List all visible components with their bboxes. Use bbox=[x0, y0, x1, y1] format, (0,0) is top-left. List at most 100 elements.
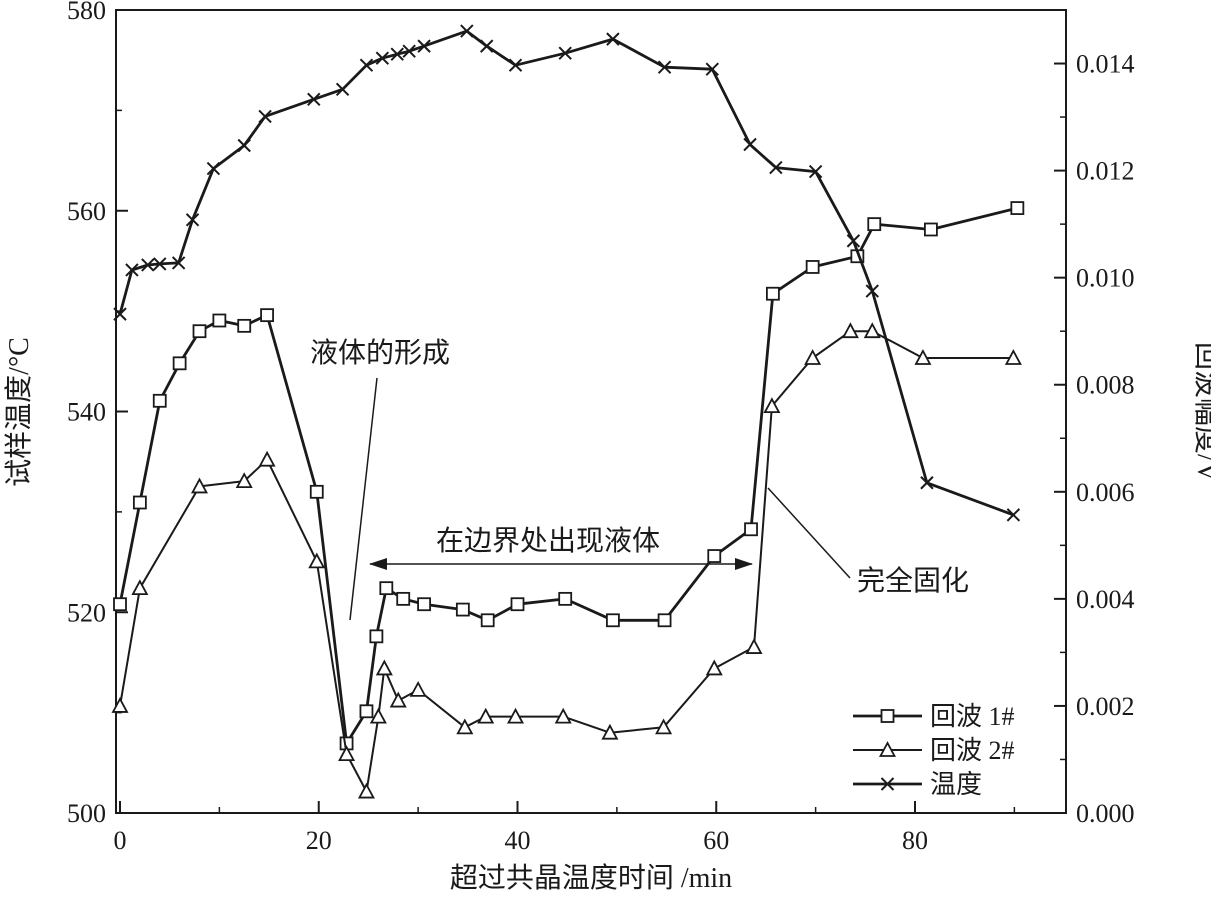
annotation-liquid-formation-text: 液体的形成 bbox=[310, 337, 450, 369]
data-point-echo-2 bbox=[456, 718, 474, 735]
annotation-liquid-formation: 液体的形成 bbox=[310, 337, 450, 621]
data-point-echo-1 bbox=[152, 393, 167, 408]
right-tick-label: 0.010 bbox=[1076, 264, 1135, 293]
data-point-temperature bbox=[460, 24, 474, 38]
data-point-echo-1 bbox=[113, 597, 127, 612]
data-point-temperature bbox=[1006, 508, 1021, 522]
left-tick-label: 580 bbox=[67, 0, 106, 25]
data-point-echo-1 bbox=[309, 484, 324, 499]
data-point-temperature bbox=[508, 58, 523, 72]
axis-tick-labels: 0 20 40 60 80 500 520 540 560 580 0.000 0.002 0.004 0… bbox=[67, 0, 1135, 855]
data-point-echo-1 bbox=[1010, 201, 1025, 215]
data-point-echo-2 bbox=[601, 723, 619, 740]
data-point-echo-1 bbox=[510, 597, 525, 612]
data-point-echo-1 bbox=[455, 602, 470, 617]
data-point-temperature bbox=[769, 160, 783, 175]
data-point-echo-1 bbox=[359, 704, 374, 719]
data-point-echo-2 bbox=[705, 659, 723, 676]
series-line-echo-1 bbox=[118, 206, 1018, 745]
legend-label: 温度 bbox=[930, 770, 982, 799]
data-point-echo-1 bbox=[192, 324, 207, 339]
left-tick-label: 500 bbox=[67, 799, 106, 828]
data-point-temperature bbox=[237, 138, 251, 153]
data-point-echo-1 bbox=[396, 591, 411, 606]
data-point-echo-1 bbox=[744, 522, 758, 537]
data-point-temperature bbox=[141, 258, 155, 272]
data-point-echo-2 bbox=[308, 552, 326, 569]
data-point-echo-1 bbox=[558, 591, 573, 606]
data-point-temperature bbox=[920, 476, 934, 490]
data-point-echo-2 bbox=[804, 349, 822, 365]
series-echo-1 bbox=[113, 201, 1025, 751]
data-point-echo-2 bbox=[357, 782, 375, 799]
data-point-temperature bbox=[185, 213, 200, 227]
legend-marker-temperature bbox=[880, 777, 895, 791]
data-point-echo-1 bbox=[260, 308, 274, 323]
data-point-echo-1 bbox=[805, 260, 820, 274]
data-point-echo-2 bbox=[111, 697, 129, 713]
data-point-echo-1 bbox=[212, 313, 227, 328]
right-tick-label: 0.006 bbox=[1076, 478, 1135, 507]
legend-item-echo-1: 回波 1# bbox=[853, 702, 1015, 731]
legend-label: 回波 1# bbox=[930, 702, 1015, 731]
data-point-echo-2 bbox=[338, 745, 356, 762]
data-point-temperature bbox=[258, 109, 272, 124]
data-point-temperature bbox=[417, 39, 431, 53]
data-point-echo-2 bbox=[131, 579, 149, 596]
series-echo-2 bbox=[111, 322, 1022, 799]
data-point-temperature bbox=[743, 137, 757, 152]
data-point-temperature bbox=[359, 58, 374, 72]
data-point-echo-1 bbox=[867, 217, 882, 232]
annotation-full-solidification-text: 完全固化 bbox=[857, 565, 969, 597]
right-tick-label: 0.004 bbox=[1076, 585, 1135, 614]
series-line-temperature bbox=[118, 29, 1014, 517]
plot-frame bbox=[115, 9, 1067, 814]
legend: 回波 1# 回波 2# 温度 bbox=[853, 702, 1015, 799]
data-point-echo-1 bbox=[237, 318, 252, 333]
data-point-echo-2 bbox=[235, 472, 253, 488]
data-point-echo-2 bbox=[863, 322, 881, 339]
data-point-echo-2 bbox=[389, 691, 407, 708]
x-tick-label: 20 bbox=[306, 826, 332, 855]
data-point-temperature bbox=[125, 263, 139, 277]
x-tick-label: 40 bbox=[505, 826, 531, 855]
series-line-echo-2 bbox=[119, 330, 1014, 793]
right-tick-label: 0.002 bbox=[1076, 692, 1135, 721]
data-point-temperature bbox=[808, 164, 823, 179]
data-point-temperature bbox=[171, 256, 186, 270]
data-point-temperature bbox=[375, 51, 390, 65]
left-tick-label: 520 bbox=[67, 598, 106, 627]
data-point-echo-2 bbox=[369, 707, 387, 724]
data-point-echo-1 bbox=[657, 613, 672, 628]
data-point-echo-2 bbox=[763, 397, 781, 414]
data-point-echo-2 bbox=[375, 659, 393, 676]
data-point-echo-2 bbox=[1004, 349, 1022, 365]
data-point-echo-1 bbox=[417, 597, 431, 612]
x-axis-title: 超过共晶温度时间 /min bbox=[450, 862, 732, 894]
data-point-echo-1 bbox=[379, 581, 394, 596]
right-tick-label: 0.000 bbox=[1076, 799, 1135, 828]
data-point-echo-2 bbox=[258, 450, 276, 467]
data-point-echo-2 bbox=[477, 707, 495, 724]
annotation-boundary-liquid-text: 在边界处出现液体 bbox=[436, 525, 660, 557]
x-tick-label: 80 bbox=[902, 826, 928, 855]
data-point-temperature bbox=[558, 46, 572, 60]
series-layer bbox=[111, 24, 1025, 799]
data-point-temperature bbox=[402, 44, 416, 58]
data-point-temperature bbox=[113, 307, 127, 321]
data-point-temperature bbox=[705, 62, 719, 76]
data-point-temperature bbox=[153, 257, 167, 271]
legend-item-temperature: 温度 bbox=[853, 770, 982, 799]
left-tick-label: 540 bbox=[67, 398, 106, 427]
data-point-temperature bbox=[846, 234, 861, 248]
data-point-echo-2 bbox=[745, 638, 763, 654]
data-point-echo-1 bbox=[606, 613, 620, 628]
right-tick-label: 0.008 bbox=[1076, 371, 1135, 400]
data-point-echo-1 bbox=[369, 629, 384, 644]
right-tick-label: 0.014 bbox=[1076, 50, 1135, 79]
legend-marker-echo-1 bbox=[880, 709, 895, 723]
legend-label: 回波 2# bbox=[930, 736, 1015, 765]
data-point-temperature bbox=[206, 161, 221, 176]
annotation-full-solidification: 完全固化 bbox=[767, 487, 969, 597]
